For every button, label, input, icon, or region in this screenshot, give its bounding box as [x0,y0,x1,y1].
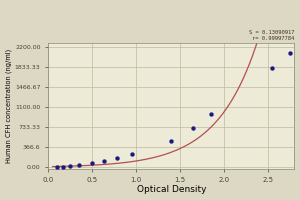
Point [114,156,119,159]
Point [68,165,73,168]
Point [61,165,66,169]
Y-axis label: Human CFH concentration (ng/ml): Human CFH concentration (ng/ml) [6,49,12,163]
Point [288,52,292,55]
Point [90,162,94,165]
Text: S = 0.13090917
r= 0.99997784: S = 0.13090917 r= 0.99997784 [249,30,294,41]
Point [129,152,134,155]
Point [208,112,213,115]
Point [169,139,174,143]
Point [101,160,106,163]
Point [191,126,196,129]
Point [270,66,275,69]
Point [76,164,81,167]
Point [55,166,59,169]
X-axis label: Optical Density: Optical Density [136,185,206,194]
